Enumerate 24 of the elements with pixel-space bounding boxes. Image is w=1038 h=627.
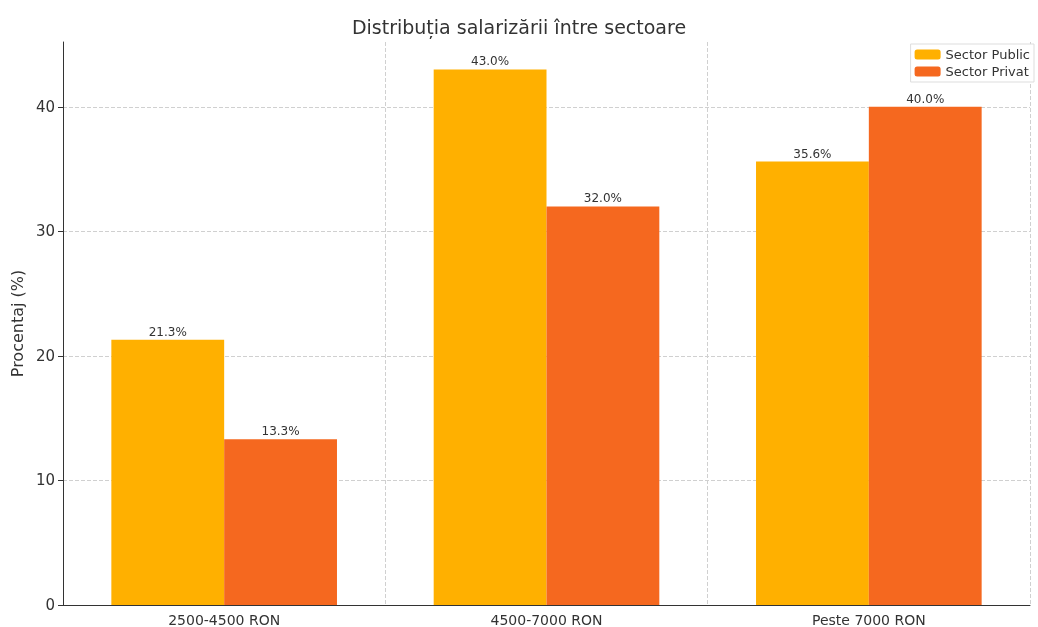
bar — [756, 161, 869, 605]
data-label: 13.3% — [261, 424, 300, 439]
y-tick-label: 10 — [35, 471, 55, 490]
y-axis-title: Procentaj (%) — [7, 269, 27, 378]
data-label: 21.3% — [148, 324, 187, 339]
bar — [433, 69, 547, 605]
y-tick-label: 20 — [35, 346, 55, 365]
chart-title: Distribuția salarizării între sectoare — [351, 15, 687, 39]
y-tick-label: 0 — [45, 596, 55, 614]
x-tick-label: 4500-7000 RON — [490, 612, 603, 627]
x-tick-label: Peste 7000 RON — [811, 612, 926, 627]
bar — [546, 206, 660, 605]
data-label: 32.0% — [583, 191, 622, 206]
legend-label: Sector Privat — [945, 64, 1029, 79]
y-tick-label: 40 — [35, 97, 55, 116]
data-label: 40.0% — [906, 91, 945, 106]
bar — [868, 106, 982, 605]
y-tick-label: 30 — [35, 222, 55, 241]
legend-label: Sector Public — [945, 47, 1031, 62]
x-tick-label: 2500-4500 RON — [168, 612, 281, 627]
data-label: 35.6% — [793, 146, 832, 161]
bar — [111, 339, 225, 605]
bar — [224, 439, 337, 605]
data-label: 43.0% — [471, 54, 510, 69]
